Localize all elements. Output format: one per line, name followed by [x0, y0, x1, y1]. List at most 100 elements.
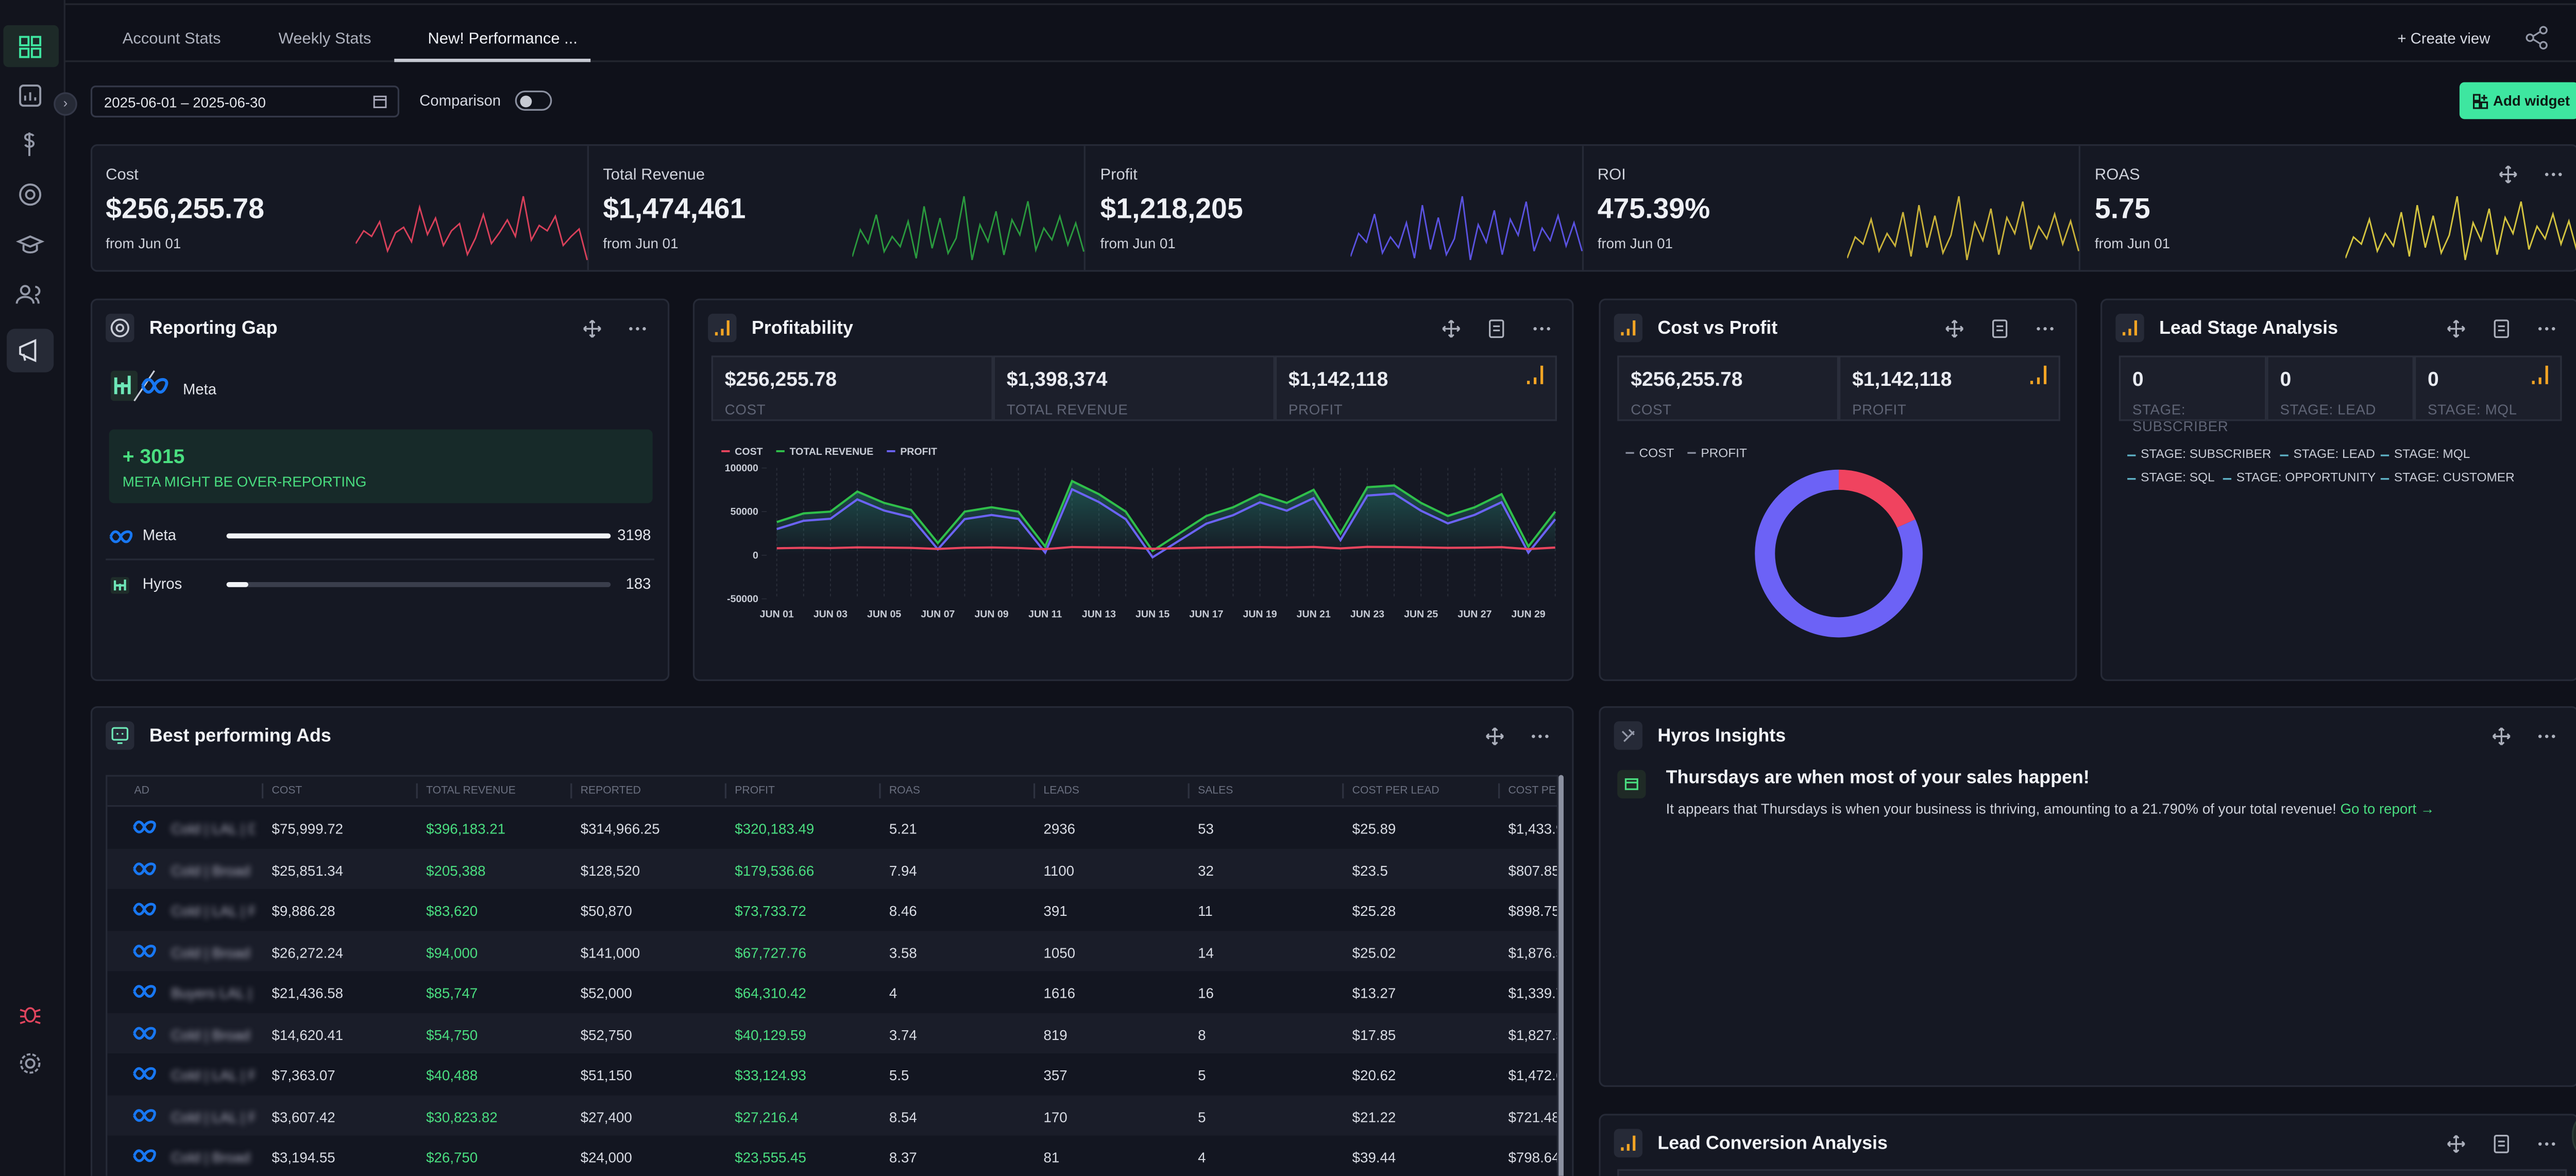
kpi-label: Total Revenue [603, 166, 705, 185]
tile-icon [2532, 365, 2548, 384]
table-cell: $1,433.9 [1508, 820, 1559, 837]
table-cell: $3,607.42 [272, 1107, 335, 1125]
x-tick-label: JUN 23 [1350, 608, 1384, 620]
column-header: COST PER LEAD [1352, 785, 1439, 797]
table-cell: $21,436.58 [272, 984, 344, 1002]
tab-active[interactable]: New! Performance ... [428, 30, 578, 49]
sparkline [2345, 196, 2576, 261]
sparkline [853, 196, 1086, 261]
insights-widget: Hyros Insights Thursdays are when most o… [1599, 706, 2576, 1087]
legend-label: COST [735, 446, 762, 457]
move-icon[interactable] [2498, 164, 2518, 184]
sparkline-line [1847, 196, 2080, 261]
calendar-icon [373, 95, 387, 108]
table-cell: $314,966.25 [580, 820, 660, 837]
insight-link[interactable]: Go to report → [2340, 800, 2435, 817]
bar [226, 582, 249, 587]
table-cell: 5 [1198, 1107, 1206, 1125]
tab[interactable]: Weekly Stats [278, 30, 371, 49]
more-icon[interactable] [2537, 319, 2557, 339]
x-tick-label: JUN 11 [1028, 608, 1062, 620]
more-icon[interactable] [2537, 1134, 2557, 1154]
table-cell: $179,536.66 [735, 861, 815, 878]
y-tick-label: 0 [753, 550, 758, 561]
move-icon[interactable] [2446, 319, 2466, 339]
table-cell: $13.27 [1352, 984, 1396, 1002]
table-cell: $27,216.4 [735, 1107, 799, 1125]
meta-icon [109, 530, 133, 543]
doc-icon[interactable] [1486, 319, 1506, 339]
x-tick-label: JUN 03 [814, 608, 848, 620]
move-icon[interactable] [1441, 319, 1461, 339]
move-icon[interactable] [582, 319, 602, 339]
create-view[interactable]: + Create view [2397, 30, 2490, 47]
widget-icon [2115, 313, 2144, 343]
meta-icon [133, 1067, 156, 1080]
column-header: REPORTED [580, 785, 641, 797]
ad-name: Buyers LAL | 4 [171, 984, 255, 1002]
tile-label: PROFIT [1852, 401, 1907, 418]
kpi-value: $1,218,205 [1100, 193, 1243, 225]
x-tick-label: JUN 19 [1243, 608, 1277, 620]
column-divider [724, 783, 727, 799]
table-cell: 4 [1198, 1149, 1206, 1166]
share-icon[interactable] [2525, 25, 2550, 50]
table-cell: 4 [889, 984, 897, 1002]
kpi-value: 5.75 [2094, 193, 2150, 225]
table-cell: 32 [1198, 861, 1214, 878]
move-icon[interactable] [2492, 726, 2512, 746]
table-cell: $17.85 [1352, 1026, 1396, 1043]
table-cell: 53 [1198, 820, 1214, 837]
kpi-card: ROAS 5.75 from Jun 01 [2081, 146, 2576, 270]
legend-item: STAGE: OPPORTUNITY [2223, 470, 2376, 485]
stat-tile: $1,398,374 TOTAL REVENUE [993, 355, 1275, 421]
sparkline [1847, 196, 2080, 261]
table-cell: $396,183.21 [426, 820, 506, 837]
table-cell: 2936 [1043, 820, 1076, 837]
move-icon[interactable] [2446, 1134, 2466, 1154]
more-icon[interactable] [1532, 319, 1552, 339]
widget-icon [708, 313, 737, 343]
more-icon[interactable] [628, 319, 648, 339]
more-icon[interactable] [1530, 726, 1550, 746]
doc-icon[interactable] [2492, 319, 2512, 339]
column-divider [1188, 783, 1190, 799]
table-cell: $52,750 [580, 1026, 632, 1043]
sidebar-toggle[interactable]: › [54, 92, 77, 116]
comparison-toggle[interactable] [515, 90, 552, 111]
table-cell: 3.58 [889, 943, 917, 961]
legend-swatch [2380, 453, 2389, 456]
x-tick-label: JUN 17 [1189, 608, 1223, 620]
table-cell: $54,750 [426, 1026, 478, 1043]
doc-icon[interactable] [1990, 319, 2010, 339]
widget-title: Reporting Gap [149, 318, 278, 339]
date-range-input[interactable]: 2025-06-01 – 2025-06-30 [90, 86, 400, 117]
more-icon[interactable] [2544, 164, 2564, 184]
legend-label: STAGE: CUSTOMER [2394, 469, 2515, 485]
ad-name: Cold | LAL | PL [171, 902, 255, 919]
more-icon[interactable] [2035, 319, 2055, 339]
table-row: Buyers LAL | 4 $21,436.58 $85,747 $52,000 $6… [107, 971, 1557, 1013]
tab[interactable]: Account Stats [122, 30, 221, 49]
legend-swatch [2127, 453, 2136, 456]
table-cell: 8.54 [889, 1107, 917, 1125]
table-cell: 8.37 [889, 1149, 917, 1166]
column-divider [416, 783, 418, 799]
more-icon[interactable] [2537, 726, 2557, 746]
scrollbar[interactable] [1558, 775, 1564, 1176]
add-widget-button[interactable]: Add widget [2459, 82, 2576, 120]
kpi-note: from Jun 01 [2094, 234, 2171, 252]
doc-icon[interactable] [2492, 1134, 2512, 1154]
gap-message: META MIGHT BE OVER-REPORTING [122, 473, 367, 490]
stat-tile: $1,142,118 PROFIT [1275, 355, 1557, 421]
table-cell: 3.74 [889, 1026, 917, 1043]
kpi-label: Profit [1100, 166, 1138, 185]
move-icon[interactable] [1944, 319, 1964, 339]
legend-label: STAGE: SQL [2141, 469, 2215, 485]
legend-item: STAGE: CUSTOMER [2380, 469, 2515, 485]
table-cell: $23.5 [1352, 861, 1388, 878]
move-icon[interactable] [1485, 726, 1505, 746]
column-header: TOTAL REVENUE [426, 785, 516, 797]
table-cell: $24,000 [580, 1149, 632, 1166]
legend-item: STAGE: SUBSCRIBER [2127, 446, 2272, 462]
